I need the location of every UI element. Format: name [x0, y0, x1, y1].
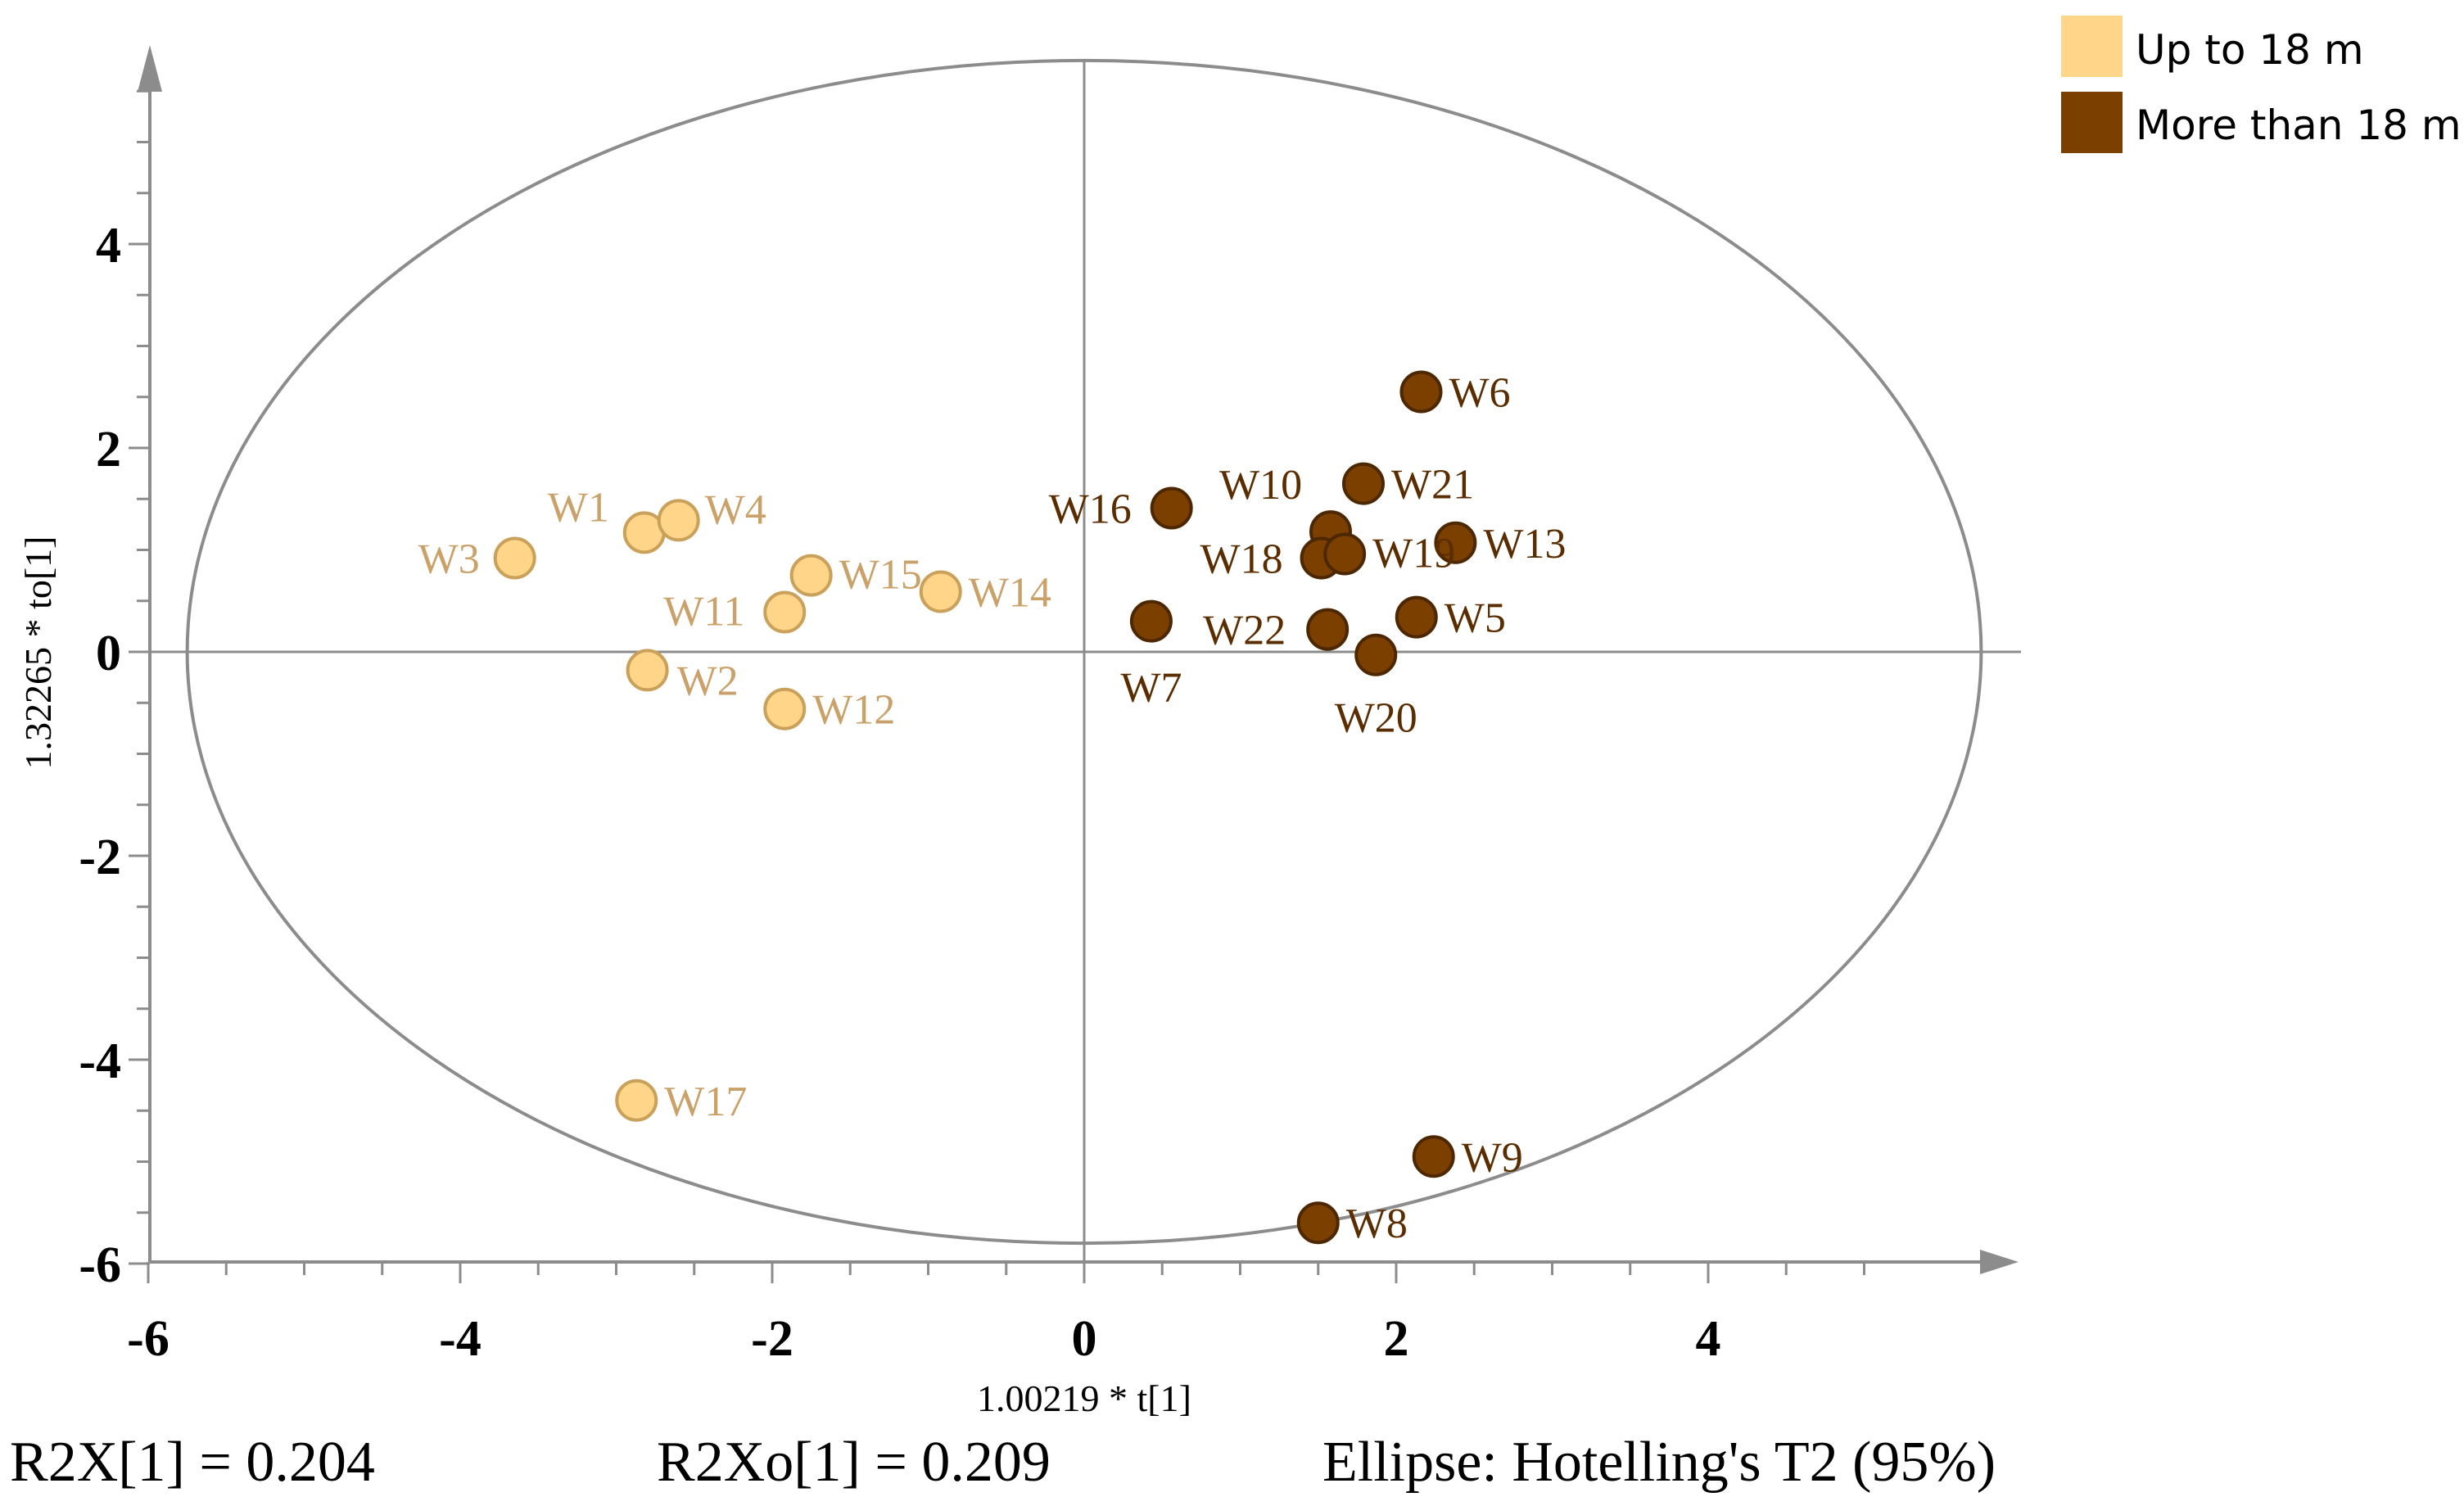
legend: Up to 18 m More than 18 m: [2061, 16, 2462, 153]
point-label-w18: W18: [1200, 536, 1283, 582]
point-label-w4: W4: [705, 486, 766, 533]
data-point-w22: [1306, 608, 1350, 651]
data-point-w2: [626, 649, 669, 692]
data-point-w11: [763, 590, 807, 634]
point-label-w9: W9: [1462, 1134, 1523, 1181]
y-tick-label: -6: [79, 1237, 121, 1293]
point-label-w17: W17: [664, 1079, 747, 1125]
point-label-w20: W20: [1335, 695, 1417, 742]
data-point-w21: [1341, 462, 1385, 505]
point-label-w16: W16: [1049, 486, 1132, 532]
legend-label-more-than-18m: More than 18 m: [2136, 102, 2462, 149]
data-point-w9: [1412, 1135, 1455, 1178]
x-tick-label: 0: [1072, 1311, 1097, 1367]
point-label-w15: W15: [839, 552, 922, 599]
data-point-w14: [919, 570, 962, 613]
point-label-w21: W21: [1391, 462, 1474, 509]
x-tick-label: 4: [1696, 1311, 1721, 1367]
legend-swatch-more-than-18m: [2061, 92, 2123, 153]
point-label-w8: W8: [1346, 1201, 1408, 1247]
point-label-w22: W22: [1203, 608, 1286, 654]
y-axis-title: 1.32265 * to[1]: [17, 536, 59, 770]
point-label-w12: W12: [812, 687, 895, 734]
data-point-w20: [1354, 633, 1398, 676]
data-point-w7: [1129, 599, 1173, 643]
data-point-w19: [1323, 532, 1367, 576]
x-tick-label: -2: [751, 1311, 793, 1367]
y-tick-label: 0: [96, 626, 121, 681]
point-label-w5: W5: [1444, 595, 1506, 642]
point-label-w3: W3: [418, 536, 480, 582]
data-point-w12: [763, 687, 807, 730]
y-tick-label: 2: [96, 422, 121, 477]
data-point-w15: [789, 554, 833, 597]
data-point-w13: [1434, 521, 1477, 564]
data-point-w8: [1296, 1201, 1340, 1245]
point-label-w10: W10: [1219, 462, 1302, 509]
point-label-w6: W6: [1449, 370, 1510, 417]
x-axis-arrow: [1980, 1250, 2019, 1274]
point-label-w1: W1: [548, 484, 609, 531]
point-label-w2: W2: [677, 658, 739, 704]
data-point-w3: [493, 536, 536, 580]
y-axis-arrow: [138, 45, 162, 92]
data-point-w5: [1395, 595, 1438, 639]
r2x-stat: R2X[1] = 0.204: [10, 1431, 375, 1494]
y-tick-label: -2: [79, 830, 121, 885]
point-label-w11: W11: [663, 588, 744, 635]
r2xo-stat: R2Xo[1] = 0.209: [657, 1431, 1051, 1494]
x-axis-title: 1.00219 * t[1]: [977, 1377, 1191, 1419]
data-point-w17: [615, 1079, 658, 1122]
x-tick-label: -4: [439, 1311, 481, 1367]
point-label-w13: W13: [1483, 521, 1566, 568]
point-label-w7: W7: [1120, 665, 1182, 712]
x-tick-label: 2: [1384, 1311, 1409, 1367]
ellipse-note: Ellipse: Hotelling's T2 (95%): [1322, 1431, 1996, 1494]
x-tick-label: -6: [127, 1311, 170, 1367]
data-point-w16: [1150, 486, 1193, 530]
legend-label-up-to-18m: Up to 18 m: [2136, 26, 2364, 74]
data-point-w4: [657, 499, 700, 542]
point-label-w19: W19: [1372, 530, 1455, 577]
point-label-w14: W14: [969, 570, 1051, 617]
y-tick-label: -4: [79, 1033, 121, 1089]
data-point-w6: [1399, 370, 1443, 414]
legend-swatch-up-to-18m: [2061, 16, 2123, 77]
y-tick-label: 4: [96, 218, 121, 274]
